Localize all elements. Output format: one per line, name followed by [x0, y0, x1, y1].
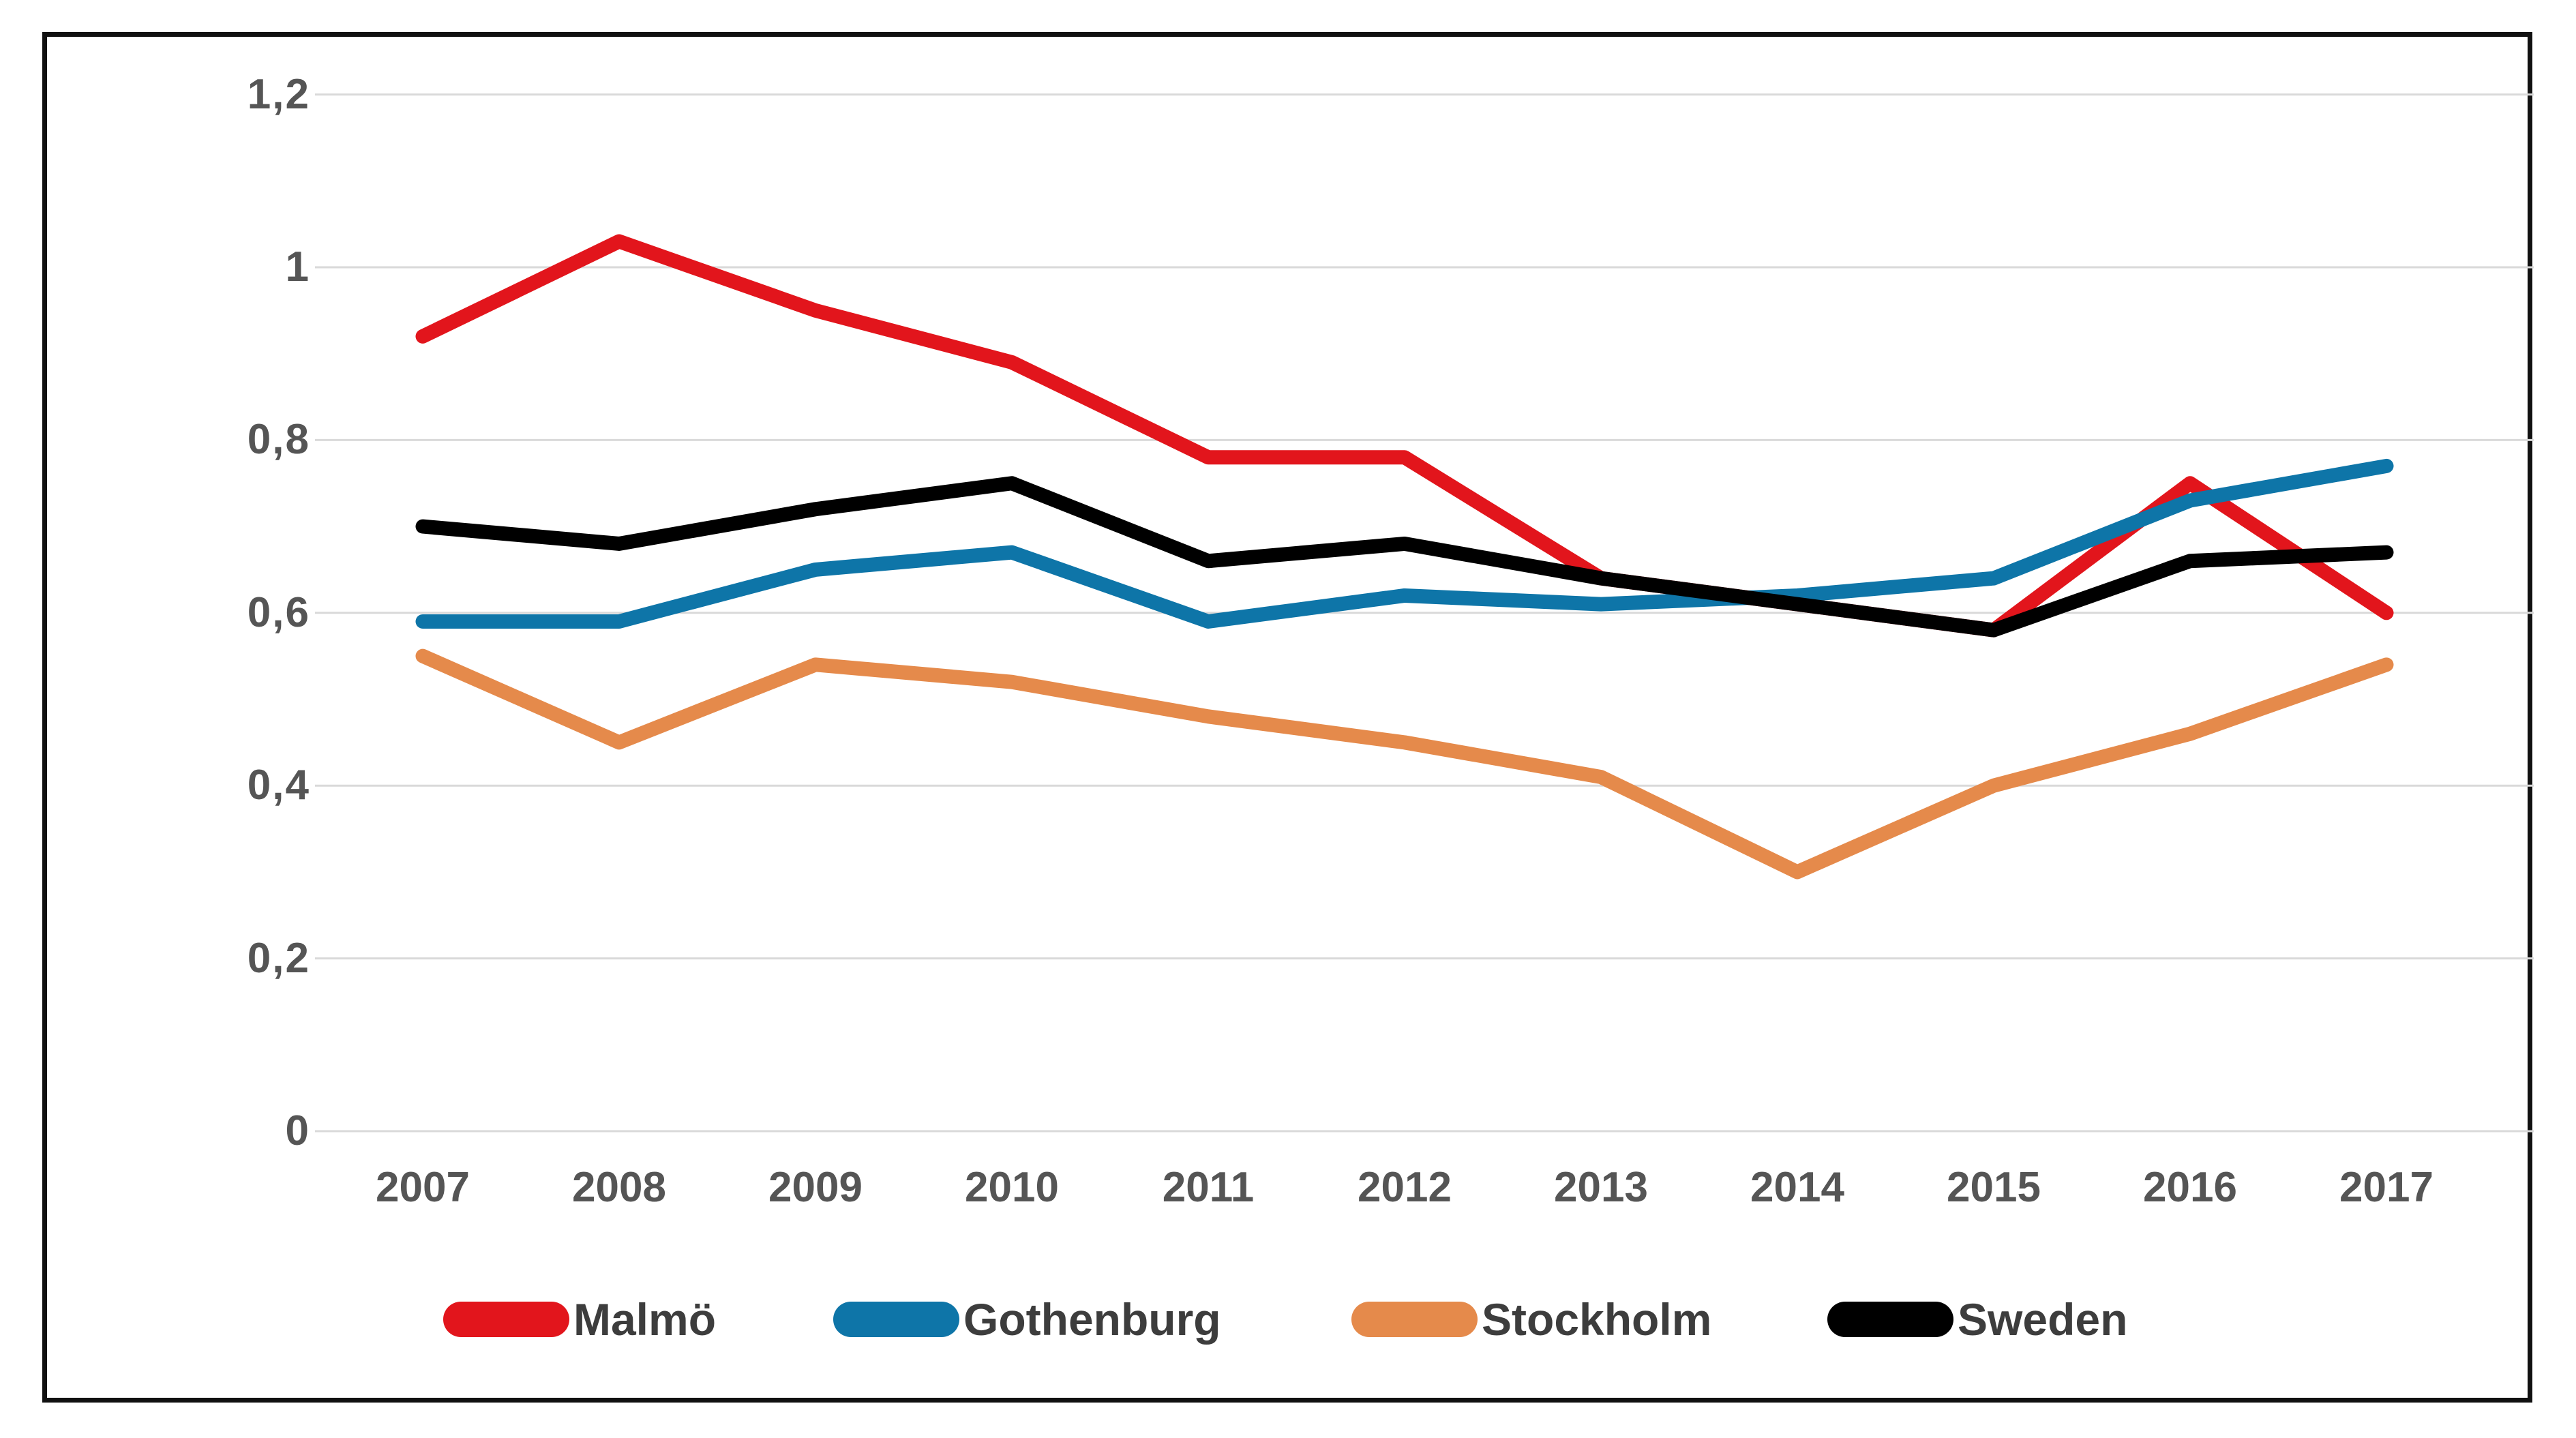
- legend-label: Stockholm: [1482, 1294, 1712, 1345]
- y-axis-tick-label: 0,2: [247, 935, 310, 982]
- series-line-sweden: [415, 476, 2394, 638]
- chart-border-frame: [42, 32, 2532, 1403]
- x-axis-tick-label: 2017: [2339, 1164, 2433, 1211]
- y-axis-tick-label: 0,6: [247, 589, 310, 636]
- legend-swatch-gothenburg: [833, 1302, 959, 1337]
- x-axis-tick-label: 2015: [1947, 1164, 2041, 1211]
- x-axis-tick-label: 2007: [376, 1164, 470, 1211]
- legend-item-gothenburg: Gothenburg: [833, 1293, 1221, 1346]
- x-axis-tick-label: 2010: [965, 1164, 1059, 1211]
- x-axis-tick-label: 2011: [1162, 1164, 1255, 1211]
- y-axis-tick-label: 1: [285, 243, 310, 290]
- legend-label: Gothenburg: [963, 1294, 1221, 1345]
- x-axis-tick-label: 2014: [1750, 1164, 1844, 1211]
- y-axis-tick-label: 1,2: [247, 71, 310, 118]
- y-axis-tick-label: 0,4: [247, 762, 310, 809]
- y-axis-tick-label: 0,8: [247, 416, 310, 463]
- y-axis-tick-label: 0: [285, 1107, 310, 1154]
- legend-label: Sweden: [1958, 1294, 2128, 1345]
- legend-item-sweden: Sweden: [1827, 1293, 2127, 1346]
- x-axis-tick-label: 2012: [1358, 1164, 1452, 1211]
- x-axis-tick-label: 2016: [2143, 1164, 2237, 1211]
- x-axis-tick-label: 2008: [572, 1164, 666, 1211]
- legend-swatch-malmo: [443, 1302, 569, 1337]
- legend-swatch-stockholm: [1351, 1302, 1478, 1337]
- legend-item-malmo: Malmö: [443, 1293, 716, 1346]
- legend-item-stockholm: Stockholm: [1351, 1293, 1711, 1346]
- series-line-malmö: [415, 234, 2394, 638]
- legend-label: Malmö: [573, 1294, 717, 1345]
- x-axis-tick-label: 2013: [1554, 1164, 1648, 1211]
- legend-swatch-sweden: [1827, 1302, 1953, 1337]
- series-line-stockholm: [415, 648, 2394, 880]
- series-line-gothenburg: [415, 458, 2394, 629]
- x-axis-tick-label: 2009: [768, 1164, 863, 1211]
